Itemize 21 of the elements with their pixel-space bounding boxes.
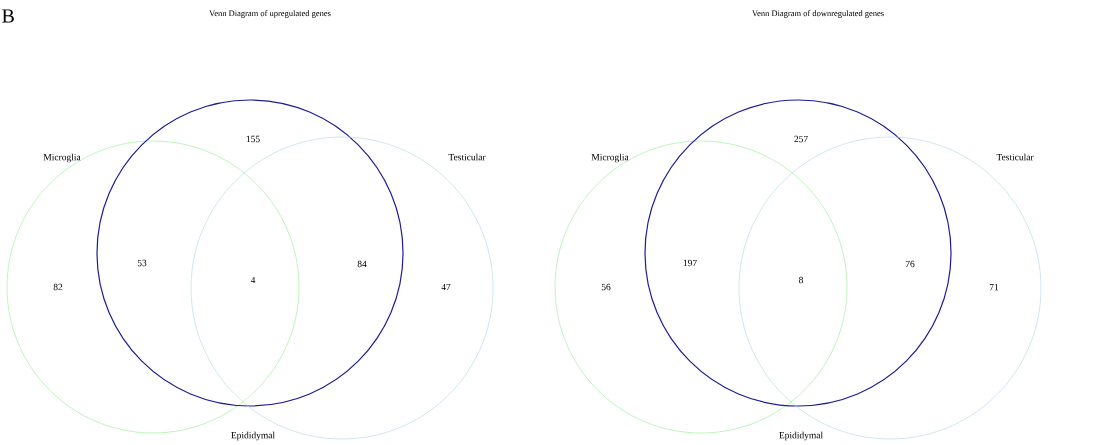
category-label: Testicular — [448, 153, 486, 161]
category-label: Microglia — [43, 153, 81, 163]
data-label: 257 — [794, 135, 808, 143]
category-label: Epididymal — [779, 431, 823, 441]
data-label: 71 — [989, 283, 999, 291]
data-label: 155 — [246, 135, 260, 143]
text: B — [2, 9, 14, 23]
text: 197 — [683, 259, 697, 267]
data-label: 47 — [441, 283, 451, 291]
text: Venn Diagram of upregulated genes — [209, 10, 331, 18]
text: 4 — [250, 276, 256, 284]
text: Venn Diagram of downregulated genes — [752, 10, 884, 18]
text: 8 — [799, 276, 804, 284]
text: 84 — [357, 260, 367, 268]
category-label: Testicular — [996, 153, 1034, 161]
data-label: 82 — [53, 283, 63, 291]
text: 53 — [137, 259, 147, 267]
data-label: 56 — [601, 283, 611, 291]
category-label: Epididymal — [231, 431, 275, 441]
text: 76 — [905, 260, 915, 268]
category-label: Microglia — [591, 153, 629, 163]
